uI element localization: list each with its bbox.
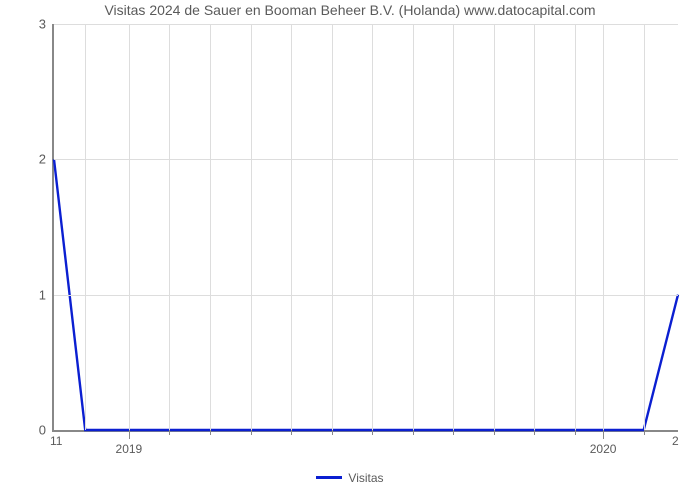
legend: Visitas [0, 470, 700, 485]
legend-swatch [316, 476, 342, 479]
gridline-h [54, 295, 678, 296]
x-minor-tick [644, 430, 645, 435]
chart-title: Visitas 2024 de Sauer en Booman Beheer B… [0, 2, 700, 18]
gridline-v [534, 24, 535, 430]
x-minor-tick [534, 430, 535, 435]
x-tick-label: 2020 [590, 430, 617, 456]
gridline-v [575, 24, 576, 430]
gridline-v [494, 24, 495, 430]
x-minor-tick [453, 430, 454, 435]
gridline-v [169, 24, 170, 430]
series-line [54, 24, 678, 430]
gridline-v [291, 24, 292, 430]
x-minor-tick [169, 430, 170, 435]
gridline-h [54, 24, 678, 25]
gridline-v [85, 24, 86, 430]
x-minor-tick [413, 430, 414, 435]
plot-area: 012320192020 [52, 24, 678, 432]
y-tick-label: 1 [39, 287, 54, 302]
gridline-v [644, 24, 645, 430]
x-tick-label: 2019 [116, 430, 143, 456]
x-corner-right-label: 2 [672, 434, 679, 448]
x-minor-tick [372, 430, 373, 435]
gridline-v [372, 24, 373, 430]
x-minor-tick [332, 430, 333, 435]
x-minor-tick [494, 430, 495, 435]
x-minor-tick [210, 430, 211, 435]
x-minor-tick [575, 430, 576, 435]
x-minor-tick [291, 430, 292, 435]
gridline-v [129, 24, 130, 430]
gridline-h [54, 159, 678, 160]
x-corner-left-label: 11 [50, 434, 62, 448]
gridline-v [332, 24, 333, 430]
gridline-v [603, 24, 604, 430]
gridline-v [210, 24, 211, 430]
legend-label: Visitas [348, 471, 383, 485]
gridline-v [413, 24, 414, 430]
chart-container: Visitas 2024 de Sauer en Booman Beheer B… [0, 0, 700, 500]
x-minor-tick [251, 430, 252, 435]
y-tick-label: 2 [39, 152, 54, 167]
gridline-v [251, 24, 252, 430]
y-tick-label: 3 [39, 17, 54, 32]
gridline-v [453, 24, 454, 430]
